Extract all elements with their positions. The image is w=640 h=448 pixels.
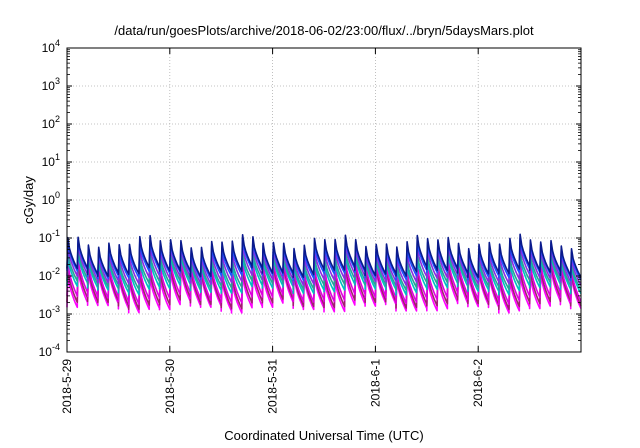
y-tick-label: 10-1 — [39, 228, 60, 245]
series-line — [66, 241, 582, 287]
series-line — [66, 237, 582, 282]
x-tick-label: 2018-5-29 — [60, 359, 74, 414]
y-tick-labels: 104 103 102 101 100 10-1 10-2 10-3 10-4 — [39, 38, 60, 359]
y-tick-label: 10-4 — [39, 342, 60, 359]
y-tick-label: 10-2 — [39, 266, 60, 283]
x-tick-labels: 2018-5-29 2018-5-30 2018-5-31 2018-6-1 2018-… — [60, 359, 485, 414]
y-tick-label: 10-3 — [39, 304, 60, 321]
series-line — [66, 255, 582, 305]
x-axis-label: Coordinated Universal Time (UTC) — [224, 428, 423, 443]
series-line — [66, 260, 582, 311]
series-group — [66, 233, 582, 314]
y-tick-label: 101 — [42, 152, 60, 169]
chart-title: /data/run/goesPlots/archive/2018-06-02/2… — [114, 23, 534, 38]
series-line — [66, 233, 582, 279]
y-tick-label: 100 — [42, 190, 60, 207]
y-tick-label: 104 — [42, 38, 60, 55]
series-line — [66, 247, 582, 292]
x-tick-label: 2018-5-30 — [163, 359, 177, 414]
y-axis-label: cGy/day — [21, 176, 36, 224]
x-tick-label: 2018-6-1 — [368, 359, 382, 407]
axis-ticks — [66, 47, 581, 353]
x-tick-label: 2018-5-31 — [266, 359, 280, 414]
x-tick-label: 2018-6-2 — [471, 359, 485, 407]
y-tick-label: 102 — [42, 114, 60, 131]
series-line — [66, 250, 582, 296]
y-tick-label: 103 — [42, 76, 60, 93]
